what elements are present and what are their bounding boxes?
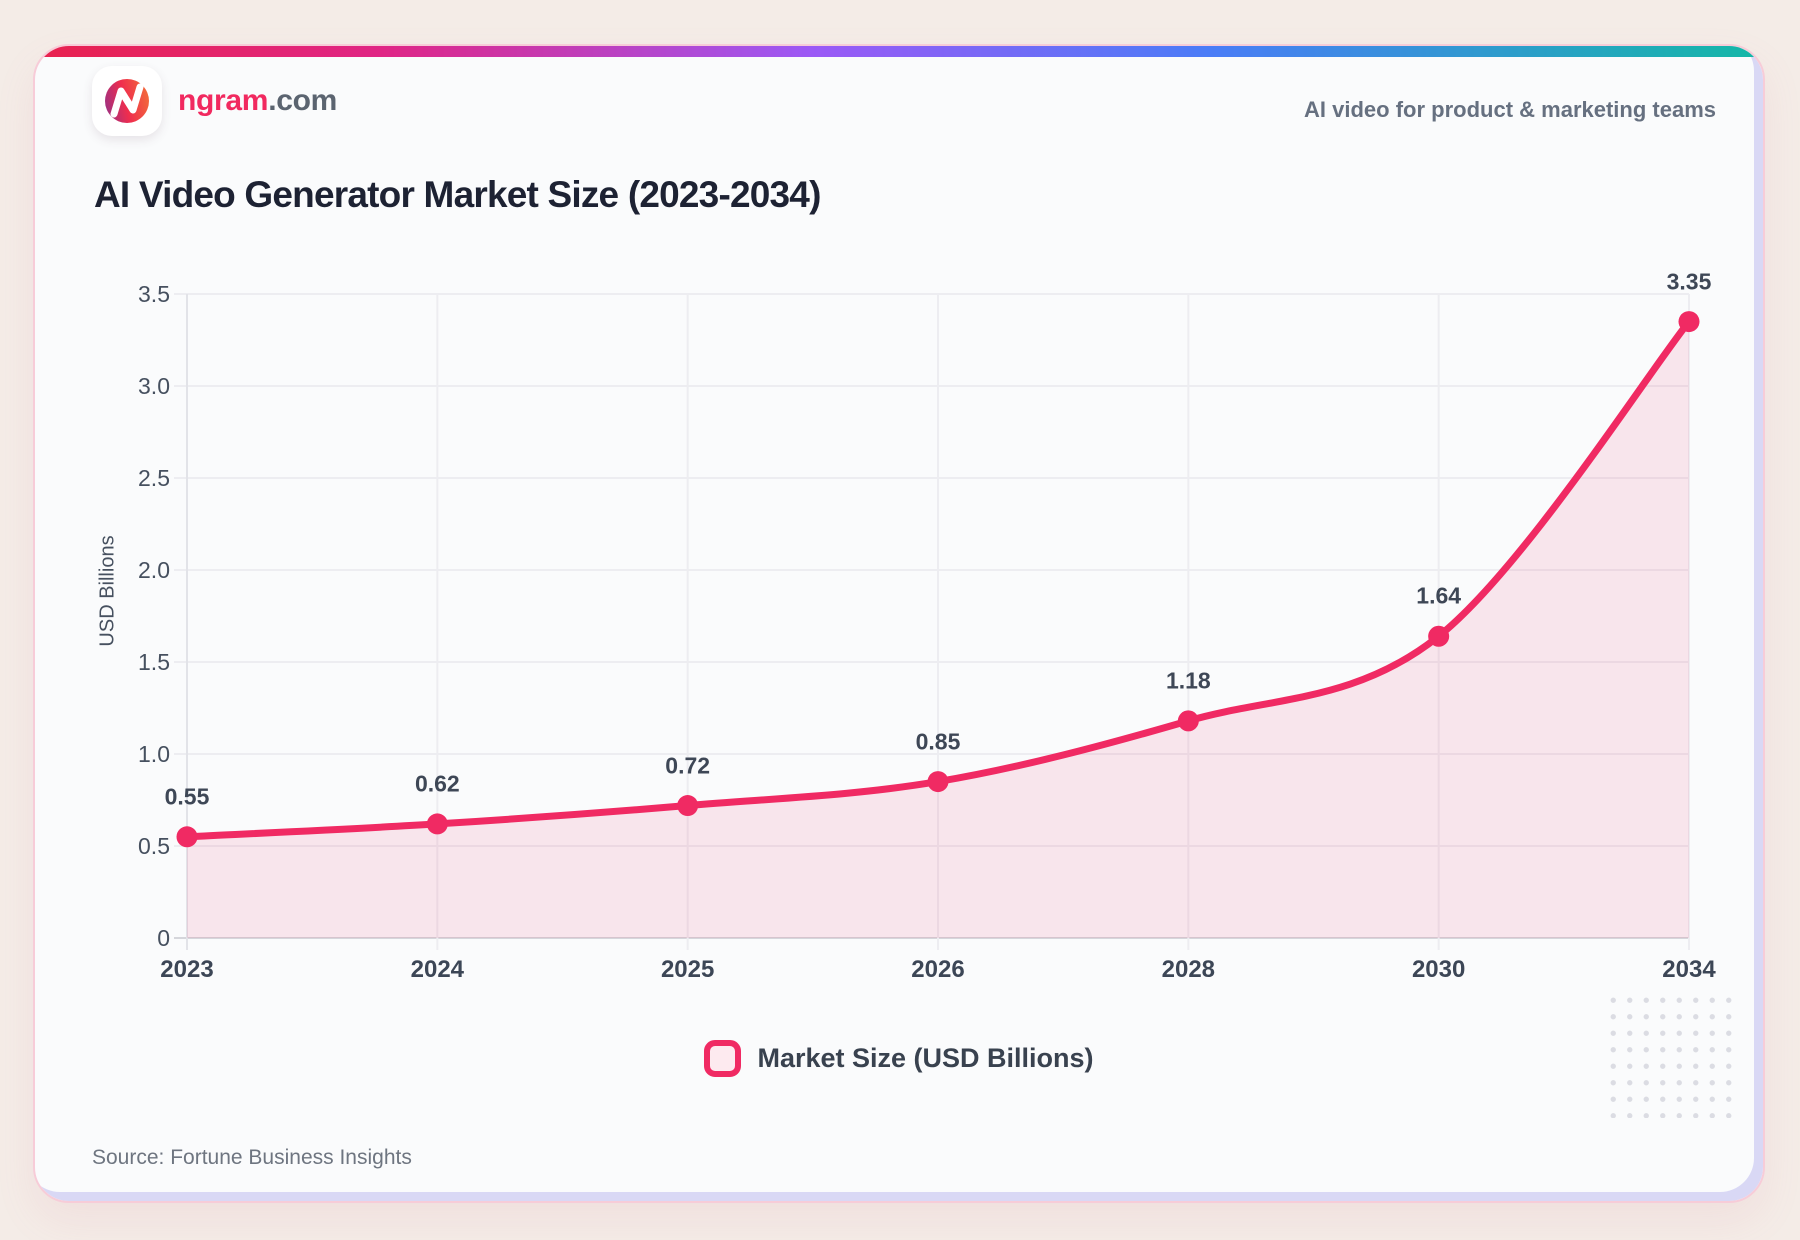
brand[interactable]: ngram.com (92, 66, 337, 136)
legend-swatch-icon (704, 1039, 742, 1077)
y-tick-label: 3.0 (138, 373, 170, 399)
gridlines (174, 293, 1690, 950)
data-point-marker (1678, 311, 1700, 333)
infographic-card: ngram.com AI video for product & marketi… (33, 44, 1765, 1203)
data-point-value-label: 1.18 (1165, 667, 1211, 694)
x-tick-label: 2030 (1411, 956, 1466, 983)
x-tick-label: 2023 (160, 956, 214, 983)
gradient-top-bar (35, 46, 1763, 57)
y-tick-label: 3.5 (138, 281, 170, 307)
y-tick-label: 2.0 (138, 557, 170, 583)
data-point-value-label: 0.85 (915, 728, 961, 755)
y-axis-title: USD Billions (96, 535, 119, 647)
data-point-marker (426, 813, 448, 835)
y-tick-label: 1.5 (138, 649, 170, 675)
source-attribution: Source: Fortune Business Insights (92, 1146, 412, 1169)
y-tick-label: 2.5 (138, 465, 170, 491)
legend-label: Market Size (USD Billions) (757, 1042, 1094, 1073)
legend[interactable]: Market Size (USD Billions) (35, 1034, 1763, 1082)
chart-title: AI Video Generator Market Size (2023-203… (94, 174, 821, 215)
data-point-value-label: 1.64 (1416, 582, 1462, 609)
data-point-marker (677, 795, 699, 817)
brand-wordmark: ngram.com (178, 84, 337, 118)
x-tick-label: 2034 (1662, 956, 1716, 983)
data-point-value-label: 0.72 (665, 752, 711, 779)
market-size-area-chart: 0 0.5 1.0 1.5 2.0 2.5 3.0 3.5 2023 2024 2025 2026 20… (35, 46, 1763, 1201)
y-tick-label: 0 (157, 925, 170, 951)
data-point-value-label: 0.55 (164, 783, 210, 810)
card-header: ngram.com AI video for product & marketi… (92, 64, 1716, 138)
brand-name: ngram (178, 84, 269, 117)
x-tick-label: 2026 (911, 956, 965, 983)
x-tick-label: 2025 (660, 956, 715, 983)
data-point-value-label: 0.62 (414, 770, 460, 797)
area-fill (187, 321, 1689, 939)
y-tick-label: 0.5 (138, 833, 170, 859)
data-point-marker (1428, 625, 1450, 647)
data-point-marker (176, 826, 198, 848)
dots-pattern-decoration (1605, 992, 1741, 1118)
y-tick-label: 1.0 (138, 741, 170, 767)
brand-suffix: .com (268, 84, 338, 117)
data-point-value-label: 3.35 (1666, 268, 1712, 295)
ngram-logo-icon (92, 66, 162, 136)
header-tagline: AI video for product & marketing teams (1304, 97, 1716, 122)
x-tick-label: 2024 (410, 956, 465, 983)
data-points (176, 311, 1700, 848)
data-point-marker (1177, 710, 1199, 732)
data-point-marker (927, 771, 949, 793)
x-tick-label: 2028 (1161, 956, 1216, 983)
